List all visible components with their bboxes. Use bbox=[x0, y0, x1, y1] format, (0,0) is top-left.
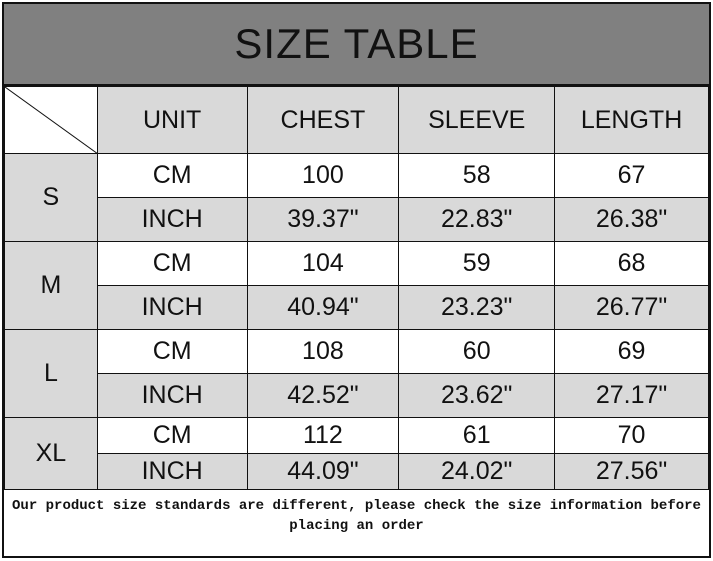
size-table: UNIT CHEST SLEEVE LENGTH S CM 100 58 67 … bbox=[4, 86, 709, 490]
sleeve-cell: 23.23" bbox=[398, 285, 556, 330]
chest-cell: 40.94" bbox=[246, 285, 400, 330]
diagonal-line bbox=[5, 87, 98, 154]
unit-cell: CM bbox=[96, 329, 248, 374]
header-chest: CHEST bbox=[246, 86, 400, 154]
table-row: M CM 104 59 68 bbox=[4, 241, 709, 330]
sleeve-cell: 23.62" bbox=[398, 373, 556, 418]
sleeve-cell: 60 bbox=[398, 329, 556, 374]
unit-cell: CM bbox=[96, 153, 248, 198]
length-cell: 68 bbox=[554, 241, 709, 286]
chest-cell: 100 bbox=[246, 153, 400, 198]
unit-cell: CM bbox=[96, 241, 248, 286]
sleeve-cell: 59 bbox=[398, 241, 556, 286]
length-cell: 27.17" bbox=[554, 373, 709, 418]
chest-cell: 39.37" bbox=[246, 197, 400, 242]
unit-cell: INCH bbox=[96, 453, 248, 490]
table-row: L CM 108 60 69 bbox=[4, 329, 709, 418]
sleeve-cell: 61 bbox=[398, 417, 556, 454]
sleeve-cell: 22.83" bbox=[398, 197, 556, 242]
table-row: S CM 100 58 67 bbox=[4, 153, 709, 242]
header-length: LENGTH bbox=[554, 86, 709, 154]
length-cell: 26.77" bbox=[554, 285, 709, 330]
sleeve-cell: 24.02" bbox=[398, 453, 556, 490]
sleeve-cell: 58 bbox=[398, 153, 556, 198]
unit-cell: INCH bbox=[96, 373, 248, 418]
size-note: Our product size standards are different… bbox=[12, 498, 701, 534]
size-label: S bbox=[4, 153, 98, 242]
size-label: L bbox=[4, 329, 98, 418]
table-row: INCH 40.94" 23.23" 26.77" bbox=[5, 285, 709, 330]
length-cell: 67 bbox=[554, 153, 709, 198]
chest-cell: 104 bbox=[246, 241, 400, 286]
header-unit: UNIT bbox=[96, 86, 248, 154]
header-sleeve: SLEEVE bbox=[398, 86, 556, 154]
chest-cell: 44.09" bbox=[246, 453, 400, 490]
header-row: UNIT CHEST SLEEVE LENGTH bbox=[4, 86, 709, 154]
diagonal-corner-cell bbox=[4, 86, 98, 154]
size-label: M bbox=[4, 241, 98, 330]
table-row: XL CM 112 61 70 bbox=[4, 417, 709, 490]
table-row: INCH 39.37" 22.83" 26.38" bbox=[5, 197, 709, 242]
chest-cell: 108 bbox=[246, 329, 400, 374]
length-cell: 70 bbox=[554, 417, 709, 454]
chest-cell: 112 bbox=[246, 417, 400, 454]
chest-cell: 42.52" bbox=[246, 373, 400, 418]
length-cell: 27.56" bbox=[554, 453, 709, 490]
table-row: INCH 42.52" 23.62" 27.17" bbox=[5, 373, 709, 418]
unit-cell: INCH bbox=[96, 197, 248, 242]
unit-cell: CM bbox=[96, 417, 248, 454]
unit-cell: INCH bbox=[96, 285, 248, 330]
length-cell: 26.38" bbox=[554, 197, 709, 242]
table-row: INCH 44.09" 24.02" 27.56" bbox=[5, 453, 709, 490]
size-table-title: SIZE TABLE bbox=[4, 4, 709, 86]
length-cell: 69 bbox=[554, 329, 709, 374]
size-label: XL bbox=[4, 417, 98, 490]
